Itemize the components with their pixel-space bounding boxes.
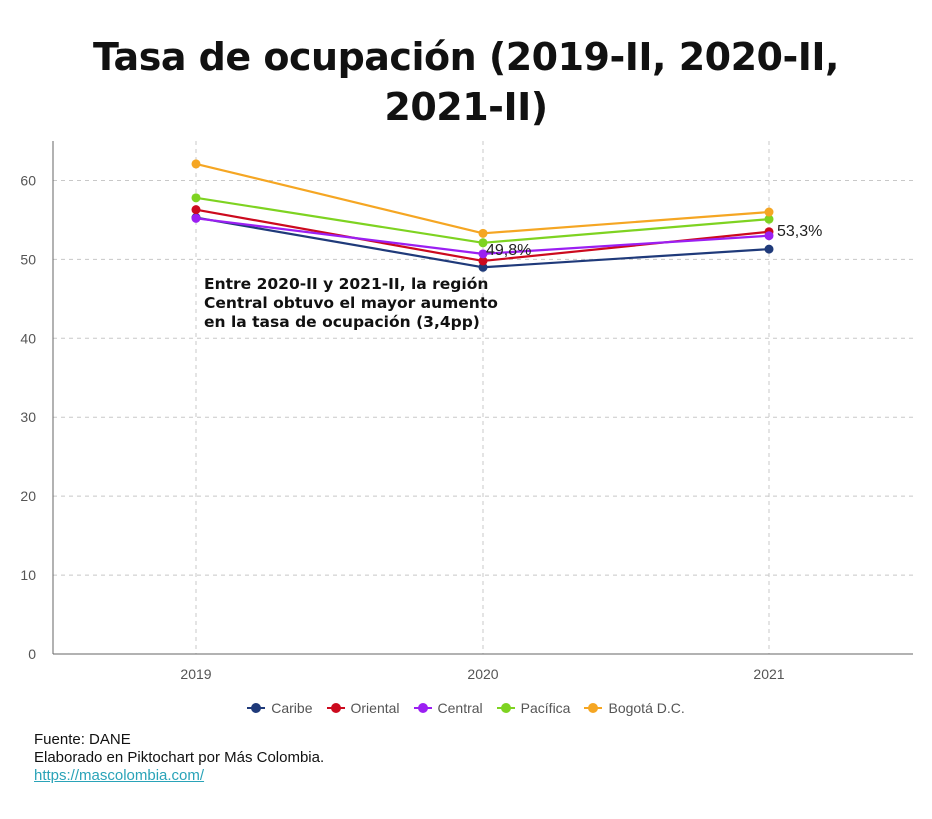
footer: Fuente: DANE Elaborado en Piktochart por… [34,731,324,785]
annotation-line: Central obtuvo el mayor aumento [204,294,498,312]
y-tick-label: 50 [20,251,36,267]
legend-label: Bogotá D.C. [608,700,685,716]
legend-label: Oriental [350,700,400,716]
legend-marker-icon [326,703,345,713]
data-label: 53,3% [777,223,822,240]
y-tick-label: 10 [20,567,36,583]
data-point [478,249,488,259]
legend-label: Central [437,700,483,716]
y-tick-label: 60 [20,172,36,188]
legend-marker-icon [584,703,603,713]
y-tick-label: 20 [20,488,36,504]
data-label: 49,8% [486,242,531,259]
legend-marker-icon [247,703,266,713]
source-link[interactable]: https://mascolombia.com/ [34,767,205,784]
x-tick-label: 2021 [753,666,784,682]
annotation-line: en la tasa de ocupación (3,4pp) [204,313,480,331]
data-point [478,256,488,266]
data-point [764,207,774,217]
credit-text: Elaborado en Piktochart por Más Colombia… [34,749,325,766]
y-tick-label: 30 [20,409,36,425]
data-point [191,193,201,203]
y-tick-label: 0 [28,646,36,662]
x-tick-label: 2019 [180,666,211,682]
data-point [191,213,201,223]
data-point [191,205,201,215]
legend-label: Pacífica [520,700,571,716]
legend-item[interactable]: Pacífica [496,700,571,716]
chart-legend: Caribe Oriental Central Pacífica Bogotá D.C. [0,700,932,716]
legend-item[interactable]: Caribe [247,700,313,716]
chart-title-line-2: 2021-II) [384,85,548,129]
data-point [764,244,774,254]
legend-label: Caribe [271,700,313,716]
data-point [478,228,488,238]
data-point [764,214,774,224]
y-tick-label: 40 [20,330,36,346]
legend-marker-icon [413,703,432,713]
legend-item[interactable]: Central [413,700,483,716]
source-text: Fuente: DANE [34,731,131,748]
chart-title-line-1: Tasa de ocupación (2019-II, 2020-II, [93,35,839,79]
annotation-line: Entre 2020-II y 2021-II, la región [204,275,488,293]
x-tick-label: 2020 [467,666,498,682]
legend-item[interactable]: Oriental [326,700,400,716]
legend-item[interactable]: Bogotá D.C. [584,700,685,716]
data-point [478,238,488,248]
chart-title: Tasa de ocupación (2019-II, 2020-II, 202… [0,32,932,132]
legend-marker-icon [496,703,515,713]
data-point [478,262,488,272]
line-chart: 0 10 20 30 40 50 60 2019 2020 2021 49,8% 53,3% Entre… [20,141,913,682]
data-point [191,159,201,169]
data-point [764,231,774,241]
